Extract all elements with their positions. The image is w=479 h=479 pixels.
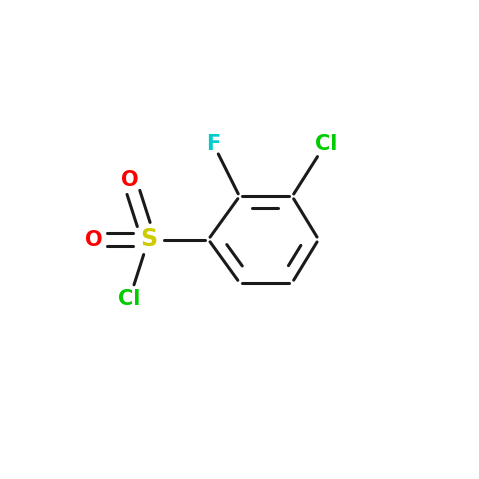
Text: Cl: Cl: [118, 289, 140, 309]
Text: O: O: [85, 229, 102, 250]
Text: O: O: [121, 170, 138, 190]
Text: S: S: [140, 228, 157, 251]
Text: F: F: [206, 134, 220, 154]
Text: Cl: Cl: [315, 134, 337, 154]
